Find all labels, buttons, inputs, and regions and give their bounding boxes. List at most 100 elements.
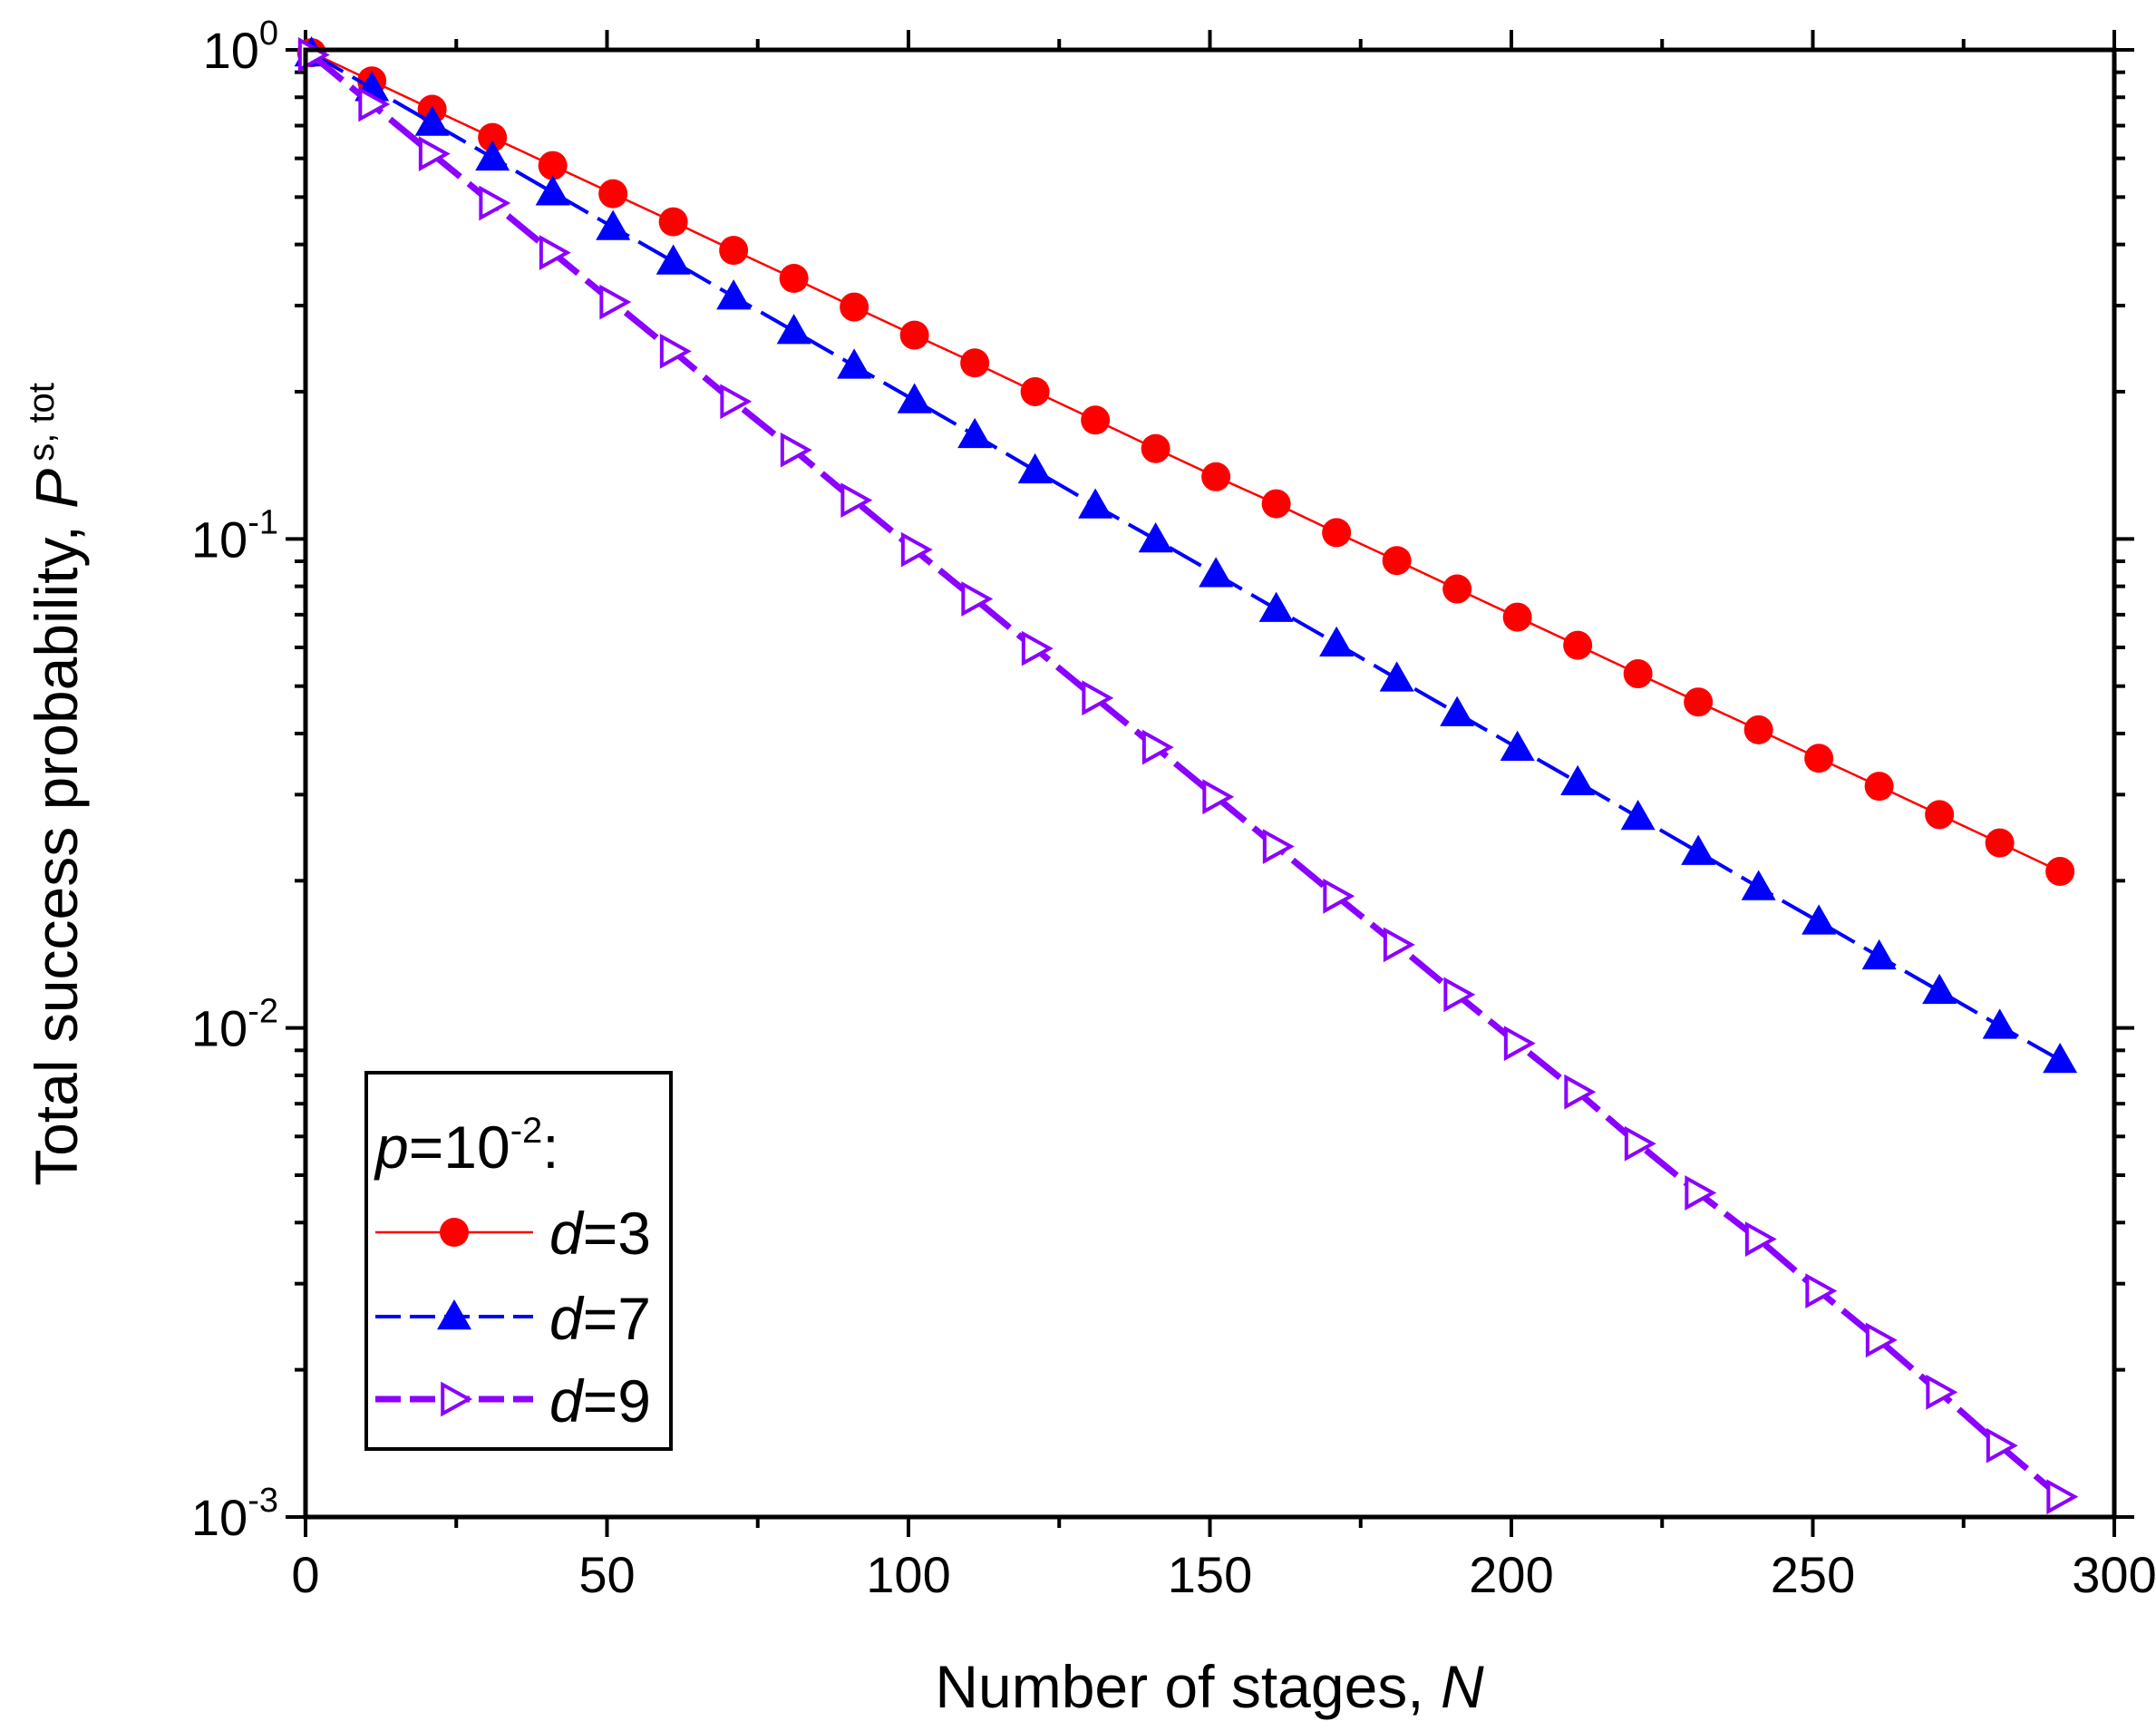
legend-box xyxy=(364,1071,673,1451)
legend-title: p=10-2: xyxy=(374,1111,559,1181)
data-point xyxy=(1081,405,1111,435)
legend-label-d3-rest: =3 xyxy=(583,1200,651,1267)
data-point xyxy=(719,236,749,266)
y-axis-title: Total success probability, Ps, tot xyxy=(22,383,90,1186)
data-point xyxy=(1017,452,1053,484)
data-point xyxy=(1199,557,1234,588)
legend-label-d9-rest: =9 xyxy=(583,1367,651,1434)
data-point xyxy=(840,292,869,322)
data-point xyxy=(1078,488,1113,519)
data-point xyxy=(776,314,811,345)
data-point xyxy=(1986,1427,2018,1464)
legend-marker xyxy=(437,1299,471,1330)
legend: p=10-2: d=3 d=7 d=9 xyxy=(364,1071,673,1451)
x-tick-label: 200 xyxy=(1469,1546,1553,1603)
data-point xyxy=(1804,744,1834,773)
y-tick-label: 10-1 xyxy=(191,503,278,568)
y-tick-label: 10-3 xyxy=(191,1482,278,1546)
data-point xyxy=(2045,857,2075,887)
data-point xyxy=(414,105,450,136)
data-point xyxy=(1141,729,1174,765)
data-point xyxy=(837,348,872,379)
data-point xyxy=(358,86,391,122)
data-point xyxy=(1020,376,1050,406)
legend-title-suffix: : xyxy=(542,1113,558,1181)
legend-title-var: p xyxy=(374,1113,409,1181)
data-point xyxy=(1502,602,1532,632)
data-point xyxy=(1564,1074,1597,1110)
data-point xyxy=(1560,764,1596,795)
data-point xyxy=(720,384,753,420)
data-point xyxy=(1926,1374,1958,1410)
y-tick-label: 100 xyxy=(203,15,278,79)
legend-marker xyxy=(440,1218,469,1247)
data-point xyxy=(1082,680,1114,716)
data-point xyxy=(1620,800,1656,831)
legend-label-d3: d=3 xyxy=(549,1200,651,1267)
data-point xyxy=(1262,829,1295,864)
data-point xyxy=(1261,489,1291,519)
legend-label-d7: d=7 xyxy=(549,1285,651,1352)
plot-frame xyxy=(303,47,2117,1520)
data-point xyxy=(1440,695,1475,726)
data-point xyxy=(1383,927,1415,963)
y-axis-title-text: Total success probability, xyxy=(23,509,90,1186)
data-point xyxy=(900,531,933,568)
data-point xyxy=(598,179,628,209)
data-point xyxy=(1681,834,1716,865)
legend-label-d7-rest: =7 xyxy=(583,1285,651,1352)
data-point xyxy=(539,235,571,270)
data-point xyxy=(897,383,932,413)
data-point xyxy=(1805,1273,1838,1309)
legend-entries xyxy=(375,1218,533,1417)
data-point xyxy=(1201,462,1231,491)
data-point xyxy=(1624,1125,1656,1162)
data-point xyxy=(658,207,688,237)
data-point xyxy=(1925,800,1955,830)
x-tick-label: 100 xyxy=(866,1546,950,1603)
data-point xyxy=(1500,730,1535,761)
data-point xyxy=(656,244,691,275)
data-point xyxy=(596,209,631,240)
data-point xyxy=(1323,878,1355,914)
data-point xyxy=(1442,574,1472,604)
data-point xyxy=(599,284,632,320)
x-tick-label: 300 xyxy=(2072,1546,2156,1603)
data-point xyxy=(1685,1175,1717,1211)
data-point xyxy=(475,140,510,171)
data-point xyxy=(1684,687,1714,717)
x-tick-label: 150 xyxy=(1168,1546,1252,1603)
data-point xyxy=(1503,1026,1536,1062)
data-point xyxy=(1985,828,2015,858)
legend-label-d7-var: d xyxy=(549,1285,585,1352)
data-point xyxy=(1382,546,1412,576)
data-point xyxy=(479,185,511,221)
legend-title-exp: -2 xyxy=(510,1111,543,1151)
data-point xyxy=(961,581,994,617)
data-point xyxy=(1443,977,1476,1013)
data-point xyxy=(1861,938,1897,970)
data-point xyxy=(1744,1221,1777,1257)
legend-title-rest: =10 xyxy=(409,1113,510,1181)
x-axis-title-var: N xyxy=(1441,1653,1484,1720)
data-point xyxy=(1319,626,1355,656)
data-point xyxy=(1864,772,1894,802)
x-tick-label: 0 xyxy=(291,1546,319,1603)
data-point xyxy=(1322,518,1352,548)
series-d9 xyxy=(297,37,2079,1515)
x-axis-title: Number of stages, N xyxy=(935,1653,1484,1720)
data-point xyxy=(1138,522,1173,553)
data-point xyxy=(478,122,508,152)
data-point xyxy=(780,432,812,468)
y-tick-label: 10-2 xyxy=(191,993,278,1057)
data-point xyxy=(535,175,570,206)
data-point xyxy=(1743,715,1773,744)
data-point xyxy=(1623,659,1653,689)
data-point xyxy=(1202,779,1235,815)
data-point xyxy=(1741,870,1776,900)
data-point xyxy=(779,264,809,294)
data-point xyxy=(2046,1479,2079,1515)
legend-label-d9: d=9 xyxy=(549,1367,651,1434)
